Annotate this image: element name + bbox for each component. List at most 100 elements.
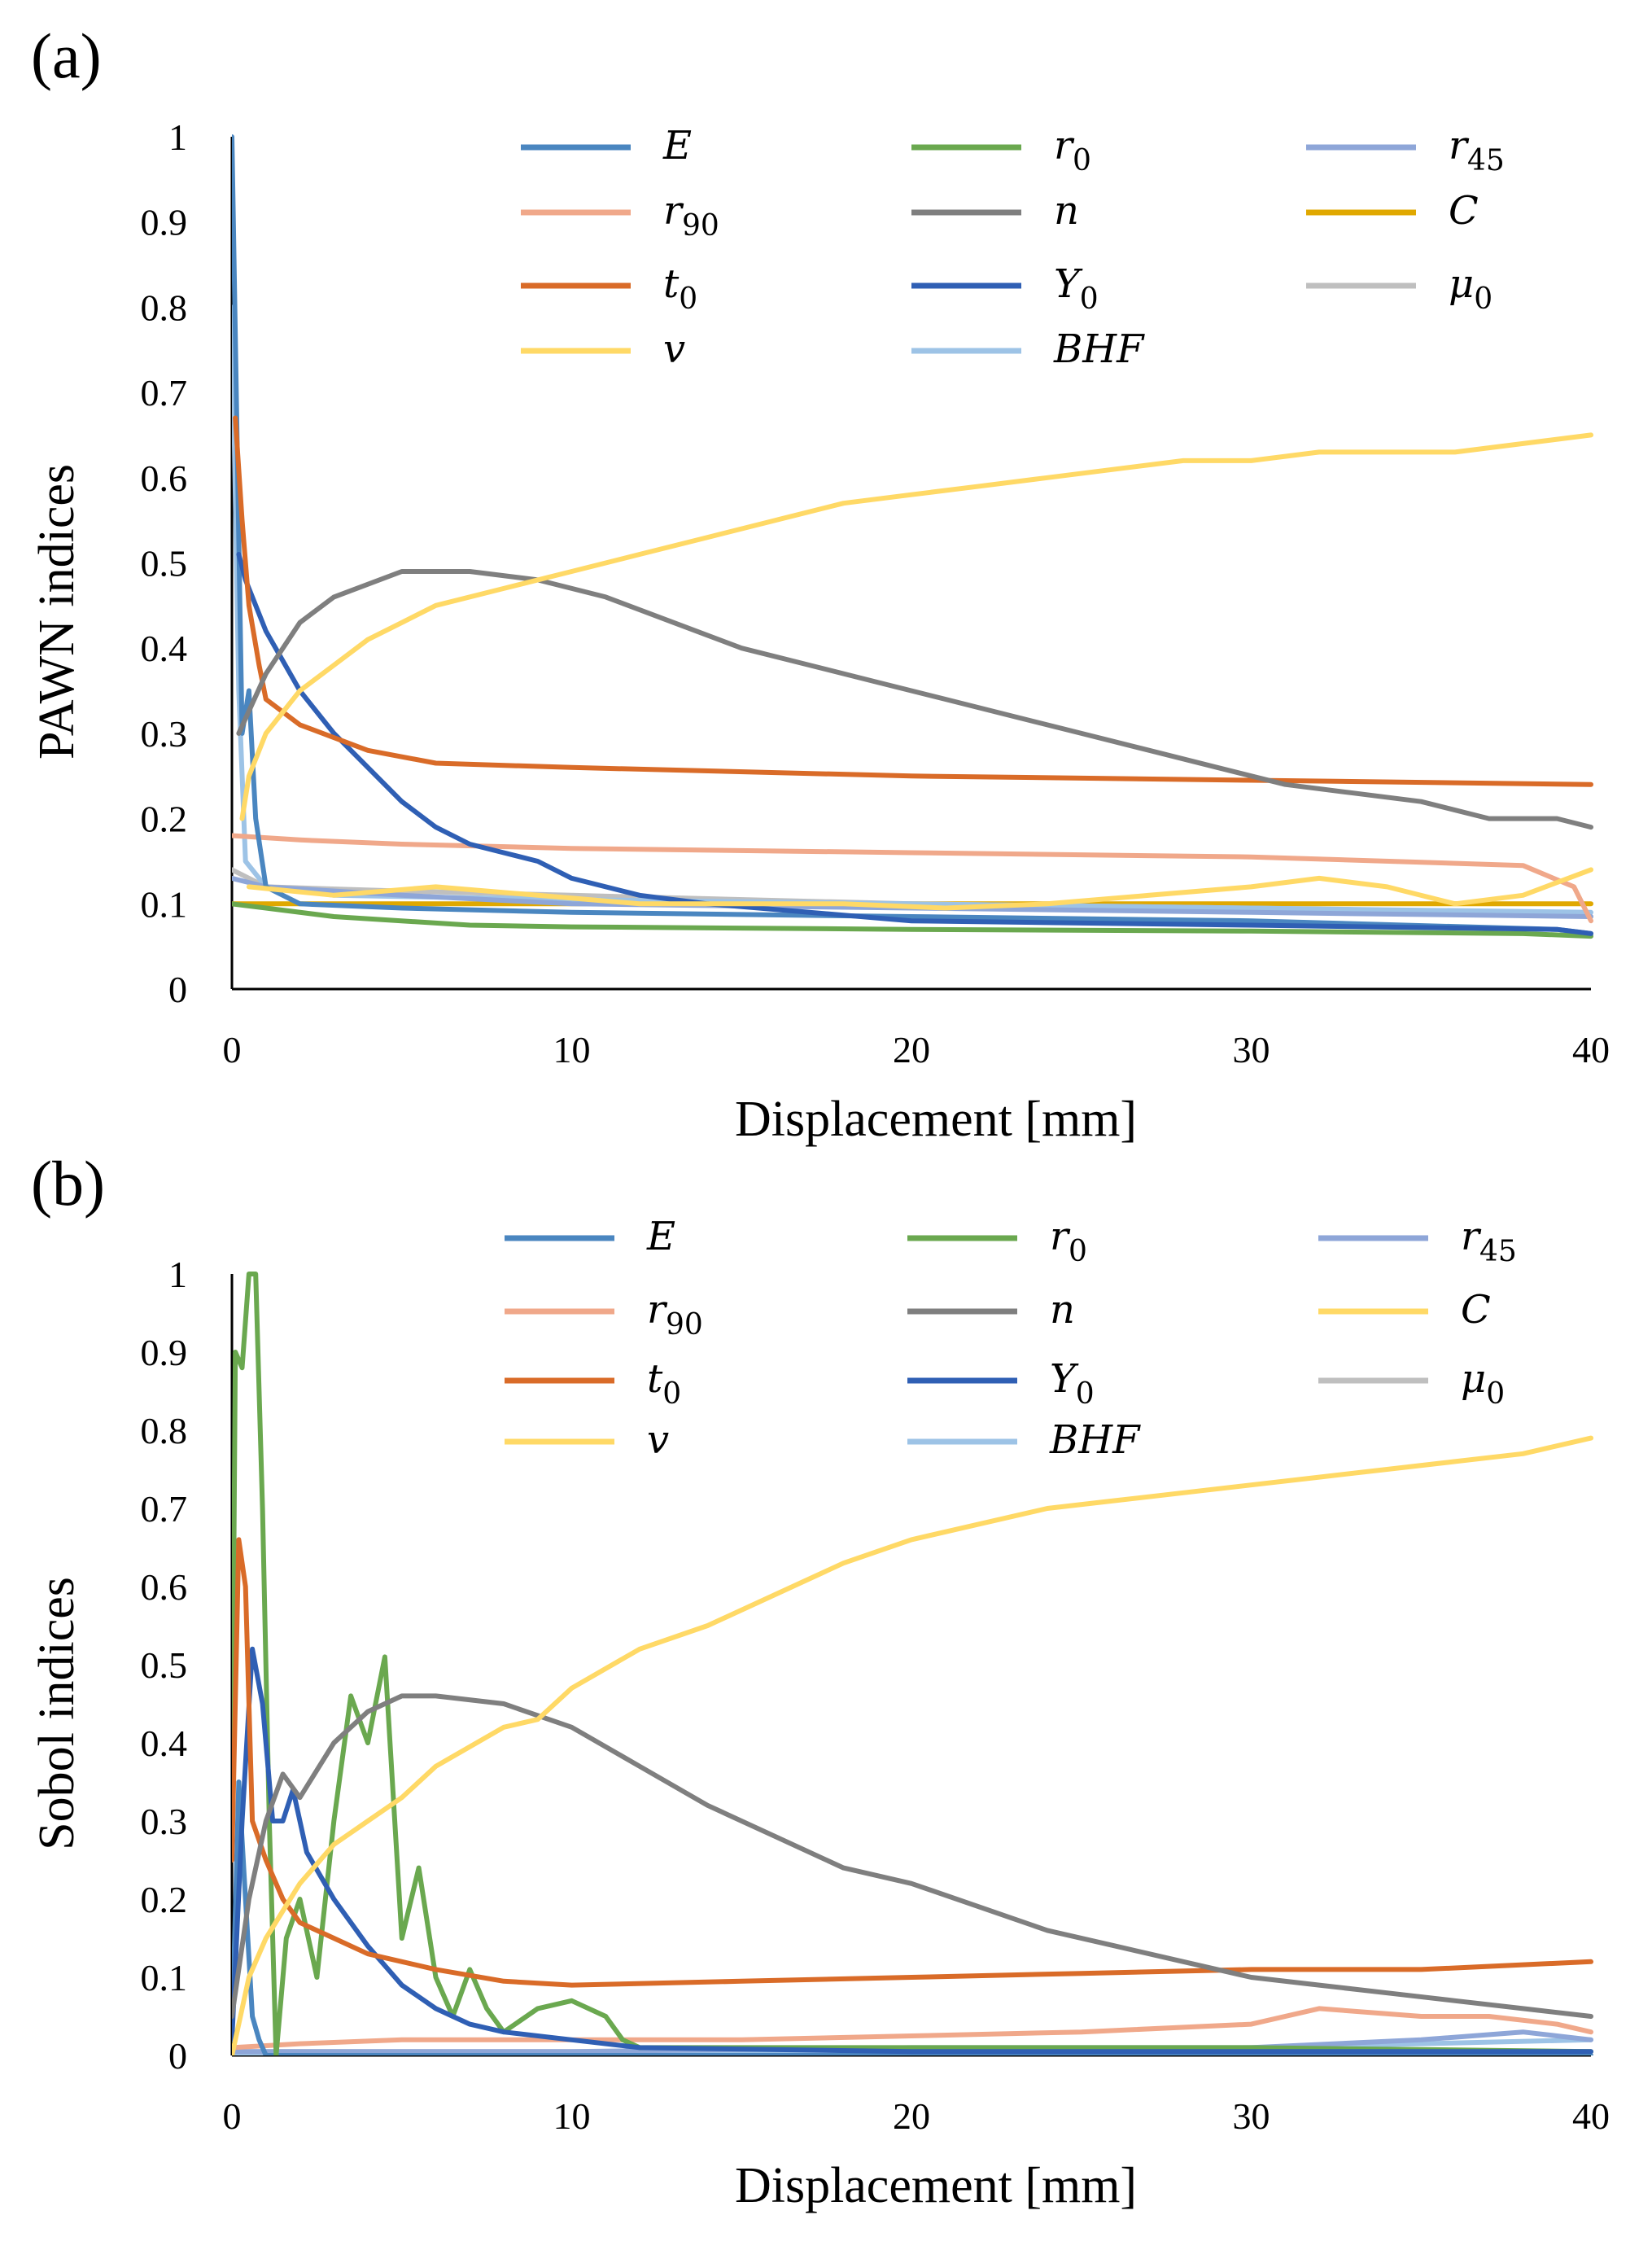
legend-item-r0: r0	[911, 123, 1091, 177]
series-line-E	[232, 1779, 1593, 2055]
y-tick-label: 0.1	[141, 883, 188, 925]
legend-label: v	[663, 326, 685, 372]
y-axis-title: Sobol indices	[29, 1577, 85, 1850]
x-tick-label: 20	[893, 2095, 930, 2137]
legend-item-Y0: Y0	[911, 261, 1099, 316]
y-tick-label: 0.9	[141, 202, 188, 243]
legend-item-t0: t0	[505, 1356, 681, 1411]
series-line-BHF	[232, 304, 1593, 915]
y-tick-label: 0.2	[141, 1879, 188, 1920]
legend-item-mu0: μ0	[1318, 1356, 1505, 1411]
legend-label: BHF	[1053, 326, 1145, 372]
y-tick-label: 0.5	[141, 543, 188, 584]
y-tick-label: 0.3	[141, 713, 188, 755]
legend-label: r45	[1461, 1214, 1517, 1268]
x-axis-title: Displacement [mm]	[735, 2158, 1137, 2213]
x-tick-label: 30	[1233, 1029, 1270, 1070]
legend-item-n: n	[907, 1287, 1075, 1333]
series-line-Y0	[236, 552, 1593, 936]
legend-item-mu0: μ0	[1306, 261, 1492, 316]
x-tick-label: 40	[1572, 2095, 1610, 2137]
y-tick-label: 0.8	[141, 287, 188, 328]
panel-label: (a)	[31, 20, 102, 91]
legend-item-BHF: BHF	[907, 1417, 1141, 1463]
legend-label: v	[647, 1417, 669, 1463]
y-tick-label: 0.7	[141, 1488, 188, 1530]
series-line-n	[236, 569, 1593, 830]
legend-label: E	[662, 123, 692, 169]
legend-label: C	[1461, 1287, 1491, 1333]
legend-item-r0: r0	[907, 1214, 1087, 1268]
y-tick-label: 0.3	[141, 1801, 188, 1842]
series-line-r0	[232, 901, 1593, 939]
x-tick-label: 40	[1572, 1029, 1610, 1070]
y-tick-label: 0	[168, 2035, 187, 2077]
legend-item-E: E	[505, 1214, 675, 1259]
y-tick-label: 0.2	[141, 799, 188, 840]
legend-label: r0	[1050, 1214, 1087, 1268]
legend-label: BHF	[1049, 1417, 1141, 1463]
legend-label: C	[1449, 188, 1479, 234]
series-line-v	[239, 432, 1593, 821]
x-tick-label: 0	[223, 1029, 242, 1070]
y-tick-label: 0.8	[141, 1410, 188, 1451]
series-line-r90	[232, 2006, 1593, 2051]
legend-item-Y0: Y0	[907, 1356, 1095, 1411]
legend-label: t0	[663, 261, 697, 316]
series-line-Y0	[232, 1646, 1593, 2055]
x-tick-label: 20	[893, 1029, 930, 1070]
legend-label: n	[1054, 188, 1079, 234]
legend-item-E: E	[521, 123, 692, 169]
legend-item-v: v	[521, 326, 685, 372]
legend-label: r0	[1054, 123, 1091, 177]
series-line-v	[232, 1435, 1593, 2055]
y-axis-title: PAWN indices	[29, 464, 85, 759]
series-line-v-lower	[246, 867, 1593, 911]
y-tick-label: 0.9	[141, 1332, 188, 1373]
legend-label: n	[1050, 1287, 1075, 1333]
legend-label: Y0	[1050, 1356, 1095, 1411]
legend-label: μ0	[1449, 261, 1492, 316]
legend-item-n: n	[911, 188, 1079, 234]
series-line-t0	[233, 415, 1593, 787]
legend-item-r45: r45	[1318, 1214, 1517, 1268]
y-tick-label: 1	[168, 1254, 187, 1295]
y-tick-label: 0	[168, 969, 187, 1010]
panel-label: (b)	[31, 1148, 105, 1219]
series-line-r0	[232, 1272, 1593, 2055]
panel-b: (b)00.10.20.30.40.50.60.70.80.910 10 20 30 4…	[29, 1148, 1610, 2213]
y-tick-label: 0.1	[141, 1957, 188, 1998]
series-line-r90	[232, 833, 1593, 924]
legend-item-t0: t0	[521, 261, 697, 316]
legend-item-C: C	[1306, 188, 1479, 234]
legend-label: μ0	[1461, 1356, 1505, 1411]
y-tick-label: 0.6	[141, 1566, 188, 1608]
legend-item-C: C	[1318, 1287, 1491, 1333]
legend-label: r90	[663, 188, 719, 243]
x-tick-label: 0	[223, 2095, 242, 2137]
panel-a: (a)00.10.20.30.40.50.60.70.80.910 10 20 30 4…	[29, 20, 1610, 1147]
x-axis-title: Displacement [mm]	[735, 1092, 1137, 1147]
legend-label: t0	[647, 1356, 681, 1411]
legend-item-r45: r45	[1306, 123, 1505, 177]
x-tick-label: 10	[553, 2095, 591, 2137]
x-tick-label: 10	[553, 1029, 591, 1070]
legend-label: r90	[647, 1287, 703, 1342]
y-tick-label: 0.5	[141, 1644, 188, 1686]
x-tick-label: 30	[1233, 2095, 1270, 2137]
plot-area	[232, 134, 1593, 939]
series-line-E	[232, 134, 1593, 936]
y-tick-label: 0.4	[141, 1723, 188, 1764]
legend-label: Y0	[1054, 261, 1099, 316]
y-tick-label: 0.4	[141, 628, 188, 669]
legend-item-BHF: BHF	[911, 326, 1145, 372]
legend-item-v: v	[505, 1417, 669, 1463]
series-line-t0	[232, 1537, 1593, 1988]
y-tick-label: 1	[168, 116, 187, 158]
legend-label: r45	[1449, 123, 1505, 177]
series-line-n	[232, 1693, 1593, 2019]
y-tick-label: 0.6	[141, 457, 188, 499]
plot-area	[232, 1272, 1593, 2055]
y-tick-label: 0.7	[141, 372, 188, 414]
